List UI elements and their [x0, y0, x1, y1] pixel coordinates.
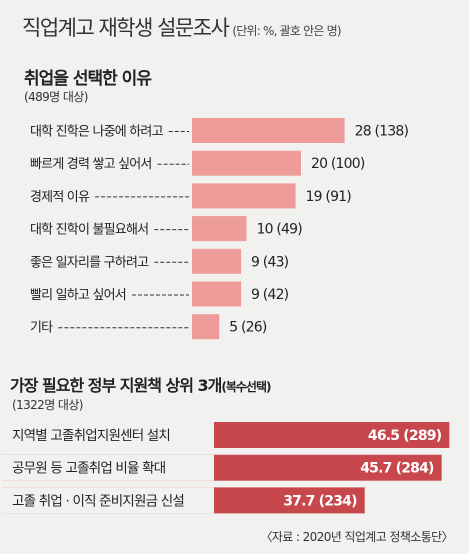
chart1-value-label: 9 (42): [251, 287, 289, 303]
chart1-bar: [192, 183, 296, 209]
unit-note: (단위: %, 괄호 안은 명): [232, 24, 341, 38]
chart1-category-label: 대학 진학은 나중에 하려고: [30, 125, 164, 140]
chart1-title: 취업을 선택한 이유: [24, 69, 152, 89]
chart2-subtitle: (1322명 대상): [12, 398, 83, 412]
chart2-value-label: 37.7 (234): [283, 493, 357, 509]
chart1-bar: [192, 281, 242, 307]
chart1-bar: [192, 150, 301, 176]
chart2-category-label: 고졸 취업 · 이직 준비지원금 신설: [12, 493, 184, 509]
chart1-value-label: 9 (43): [251, 254, 289, 270]
chart2-label-backing: [2, 422, 214, 448]
chart2-label-backing: [2, 454, 214, 481]
chart1-category-label: 경제적 이유: [30, 190, 90, 205]
chart1-category-label: 좋은 일자리를 구하려고: [30, 255, 149, 270]
source-footer: 〈자료 : 2020년 직업계고 정책소통단〉: [260, 530, 453, 544]
chart2-value-label: 45.7 (284): [360, 461, 434, 477]
chart1-value-label: 5 (26): [229, 320, 267, 336]
chart1-bar: [192, 314, 220, 340]
chart2-category-label: 공무원 등 고졸취업 비율 확대: [12, 461, 166, 477]
chart1-category-label: 기타: [30, 321, 53, 336]
chart1-value-label: 19 (91): [306, 189, 352, 205]
chart1-bar: [192, 216, 247, 242]
chart1-category-label: 빨리 일하고 싶어서: [30, 288, 126, 303]
chart2-title: 가장 필요한 정부 지원책 상위 3개(복수선택): [10, 372, 272, 396]
chart1-value-label: 10 (49): [257, 222, 303, 238]
title-text: 직업계고 재학생 설문조사: [22, 16, 230, 40]
chart2-category-label: 지역별 고졸취업지원센터 설치: [12, 428, 170, 444]
chart1-value-label: 28 (138): [355, 124, 409, 140]
chart1-category-label: 대학 진학이 불필요해서: [30, 223, 148, 238]
chart1-bar: [192, 118, 345, 143]
chart1-bar: [192, 248, 242, 274]
chart1-subtitle: (489명 대상): [24, 90, 88, 104]
page-title: 직업계고 재학생 설문조사 (단위: %, 괄호 안은 명): [22, 12, 342, 42]
chart1-value-label: 20 (100): [311, 156, 365, 172]
chart2-label-backing: [2, 487, 214, 514]
chart2-title-suffix: (복수선택): [221, 380, 271, 394]
chart2-value-label: 46.5 (289): [368, 428, 442, 444]
chart2-title-text: 가장 필요한 정부 지원책 상위 3개: [10, 376, 222, 395]
chart1-category-label: 빠르게 경력 쌓고 싶어서: [30, 157, 152, 172]
